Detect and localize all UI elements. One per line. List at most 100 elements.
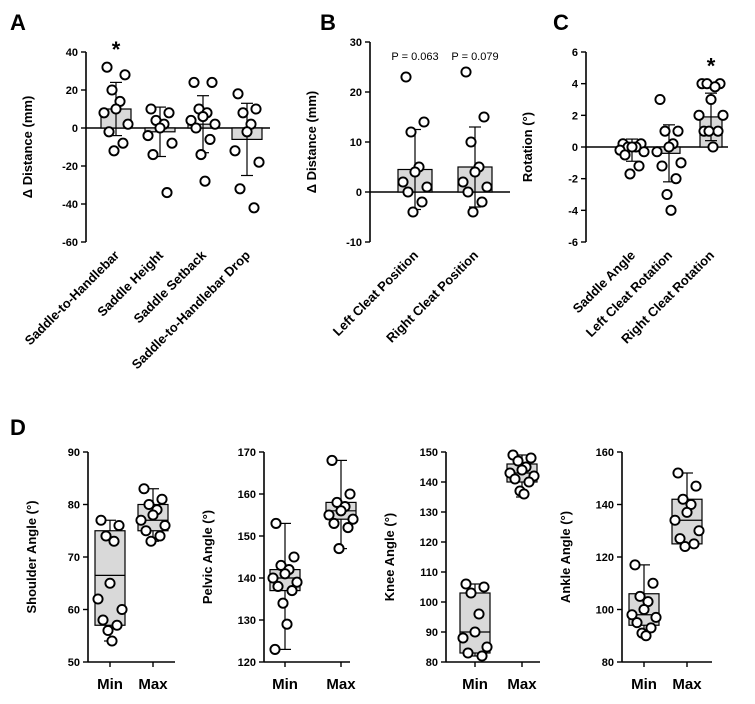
- data-point: [103, 126, 115, 138]
- y-tick-label: 80: [602, 657, 614, 669]
- y-tick-label: -6: [568, 237, 578, 249]
- data-point: [140, 525, 152, 537]
- y-tick-label: 90: [426, 627, 438, 639]
- chart-d3: 80 90 100 110 120 130 140 150 Knee Angle (°) Min M…: [382, 447, 540, 693]
- panel-letter-d: D: [10, 415, 26, 440]
- y-tick-label: 110: [420, 567, 438, 579]
- data-point: [135, 514, 147, 526]
- data-point: [690, 480, 702, 492]
- panel-letter-c: C: [553, 10, 569, 35]
- data-point: [672, 125, 684, 137]
- data-point: [409, 166, 421, 178]
- data-point: [102, 624, 114, 637]
- category-label: Min: [97, 676, 123, 693]
- data-point: [663, 141, 675, 153]
- y-tick-label: 100: [596, 605, 614, 617]
- data-point: [712, 125, 724, 137]
- y-tick-label: 150: [238, 531, 256, 543]
- data-point: [670, 173, 682, 185]
- data-point: [478, 581, 490, 593]
- data-point: [288, 551, 300, 563]
- data-point: [335, 505, 347, 517]
- data-point: [465, 136, 477, 148]
- data-point: [675, 157, 687, 169]
- y-tick-label: 160: [596, 447, 614, 459]
- data-point: [108, 145, 120, 157]
- y-tick-label: -20: [62, 161, 78, 173]
- data-point: [645, 622, 657, 634]
- data-point: [650, 611, 662, 623]
- y-tick-label: 30: [350, 37, 362, 49]
- data-point: [516, 464, 528, 476]
- y-tick-label: -2: [568, 174, 578, 186]
- y-tick-label: 40: [66, 47, 78, 59]
- data-point: [272, 580, 284, 592]
- y-tick-label: 130: [238, 615, 256, 627]
- data-point: [679, 540, 691, 553]
- data-point: [185, 114, 197, 126]
- data-point: [672, 467, 684, 479]
- data-point: [405, 126, 417, 138]
- data-point: [693, 109, 705, 121]
- data-point: [688, 538, 700, 550]
- data-point: [669, 514, 681, 526]
- y-axis-label: Rotation (°): [520, 112, 535, 182]
- data-point: [156, 493, 168, 505]
- y-axis-label: Ankle Angle (°): [558, 511, 573, 603]
- data-point: [626, 141, 638, 153]
- data-point: [656, 160, 668, 172]
- chart-d2: 120 130 140 150 160 170 Pelvic Angle (°) Min Max: [200, 447, 359, 693]
- data-point: [707, 141, 719, 153]
- data-point: [509, 473, 521, 485]
- data-point: [342, 522, 354, 534]
- data-point: [281, 618, 293, 630]
- data-point: [237, 107, 249, 119]
- data-point: [100, 530, 112, 542]
- data-point: [476, 650, 488, 662]
- y-tick-label: -40: [62, 199, 78, 211]
- data-point: [147, 149, 159, 161]
- category-label: Saddle Setback: [131, 247, 210, 326]
- data-point: [188, 76, 200, 88]
- data-point: [110, 103, 122, 115]
- panel-letter-b: B: [320, 10, 336, 35]
- y-axis-label: Pelvic Angle (°): [200, 510, 215, 604]
- y-tick-label: 80: [426, 657, 438, 669]
- data-point: [145, 535, 157, 547]
- data-point: [619, 149, 631, 161]
- data-point: [629, 559, 641, 571]
- y-tick-label: -10: [346, 237, 362, 249]
- data-point: [624, 168, 636, 180]
- data-point: [462, 647, 474, 659]
- data-point: [634, 590, 646, 602]
- y-tick-label: 0: [72, 123, 78, 135]
- data-point: [117, 137, 129, 149]
- panel-letter-a: A: [10, 10, 26, 35]
- data-point: [478, 111, 490, 123]
- y-tick-label: 130: [420, 507, 438, 519]
- data-point: [106, 635, 118, 647]
- data-point: [163, 107, 175, 119]
- data-point: [647, 577, 659, 589]
- data-point: [525, 452, 537, 464]
- data-point: [465, 587, 477, 599]
- data-point: [229, 145, 241, 157]
- data-point: [400, 71, 412, 83]
- data-point: [397, 176, 409, 188]
- data-point: [677, 493, 689, 505]
- y-tick-label: 10: [350, 137, 362, 149]
- data-point: [108, 535, 120, 547]
- data-point: [638, 603, 650, 616]
- y-axis-label: Shoulder Angle (°): [24, 500, 39, 613]
- data-point: [638, 146, 650, 158]
- y-tick-label: 4: [572, 79, 579, 91]
- data-point: [204, 133, 216, 145]
- data-point: [101, 61, 113, 73]
- data-point: [421, 181, 433, 193]
- data-point: [104, 577, 116, 589]
- data-point: [197, 111, 209, 123]
- data-point: [717, 109, 729, 121]
- data-point: [328, 517, 340, 529]
